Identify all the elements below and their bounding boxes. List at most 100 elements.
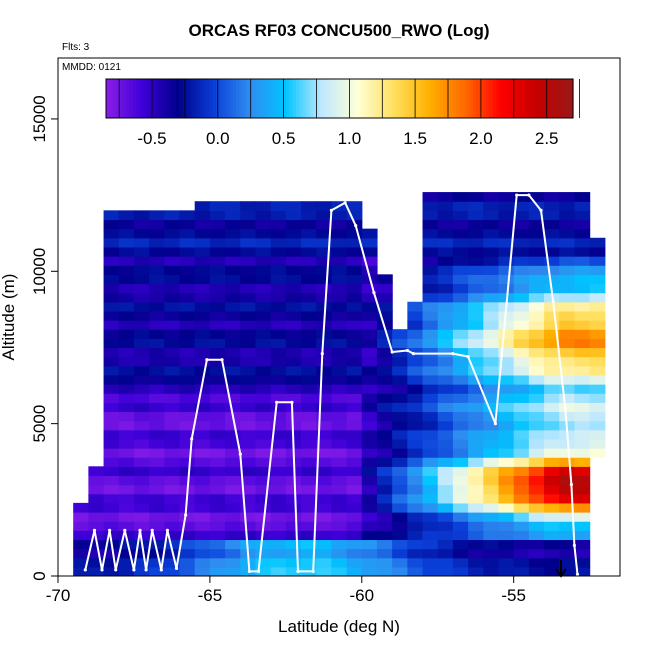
heatmap-cell: [513, 484, 530, 495]
heatmap-cell: [331, 228, 348, 239]
heatmap-cell: [589, 301, 606, 312]
heatmap-cell: [452, 448, 469, 458]
heatmap-cell: [118, 274, 135, 285]
heatmap-cell: [422, 420, 439, 431]
heatmap-cell: [498, 539, 515, 550]
heatmap-cell: [544, 219, 560, 230]
heatmap-cell: [392, 502, 408, 513]
heatmap-cell: [483, 374, 500, 385]
heatmap-cell: [88, 475, 105, 486]
heatmap-cell: [437, 420, 454, 431]
heatmap-cell: [513, 466, 530, 477]
heatmap-cell: [285, 502, 302, 513]
heatmap-cell: [544, 356, 560, 367]
heatmap-cell: [225, 438, 241, 449]
heatmap-cell: [194, 566, 211, 576]
heatmap-cell: [316, 237, 333, 248]
flight-track-point: [174, 566, 179, 571]
heatmap-cell: [346, 512, 363, 522]
heatmap-cell: [149, 301, 165, 312]
heatmap-cell: [164, 256, 181, 266]
heatmap-cell: [149, 256, 165, 266]
heatmap-cell: [544, 274, 560, 285]
heatmap-cell: [194, 338, 211, 349]
heatmap-cell: [483, 457, 500, 467]
heatmap-cell: [240, 228, 257, 239]
heatmap-cell: [316, 512, 333, 522]
heatmap-cell: [452, 283, 469, 294]
heatmap-cell: [179, 429, 196, 440]
colorbar-swatch: [369, 79, 374, 118]
heatmap-cell: [513, 320, 530, 330]
track-end-arrow-icon: [555, 560, 567, 578]
heatmap-cell: [468, 283, 484, 294]
heatmap-cell: [392, 539, 408, 550]
heatmap-cell: [528, 512, 545, 522]
heatmap-cell: [194, 429, 211, 440]
colorbar-swatch: [226, 79, 231, 118]
heatmap-cell: [422, 512, 439, 522]
heatmap-cell: [513, 310, 530, 321]
heatmap-cell: [376, 539, 393, 550]
heatmap-cell: [376, 374, 393, 385]
heatmap-cell: [407, 338, 424, 349]
heatmap-cell: [179, 557, 196, 568]
heatmap-cell: [574, 539, 591, 550]
heatmap-cell: [316, 548, 333, 559]
heatmap-cell: [194, 274, 211, 285]
heatmap-cell: [513, 338, 530, 349]
heatmap-cell: [468, 457, 484, 467]
heatmap-cell: [437, 219, 454, 230]
heatmap-cell: [179, 393, 196, 403]
heatmap-cell: [103, 402, 120, 413]
heatmap-cell: [437, 493, 454, 504]
heatmap-cell: [528, 265, 545, 275]
heatmap-cell: [452, 493, 469, 504]
heatmap-cell: [392, 402, 408, 413]
heatmap-cell: [73, 566, 89, 576]
heatmap-cell: [513, 393, 530, 403]
heatmap-cell: [331, 493, 348, 504]
heatmap-cell: [376, 512, 393, 522]
heatmap-cell: [346, 448, 363, 458]
heatmap-cell: [483, 539, 500, 550]
heatmap-cell: [483, 420, 500, 431]
heatmap-cell: [270, 493, 287, 504]
heatmap-cell: [225, 457, 241, 467]
heatmap-cell: [194, 228, 211, 239]
heatmap-cell: [483, 256, 500, 266]
heatmap-cell: [452, 402, 469, 413]
heatmap-cell: [498, 237, 515, 248]
colorbar-swatch: [379, 79, 384, 118]
heatmap-cell: [528, 530, 545, 541]
heatmap-cell: [133, 329, 150, 339]
heatmap-cell: [498, 448, 515, 458]
heatmap-cell: [179, 530, 196, 541]
heatmap-cell: [194, 329, 211, 339]
heatmap-cell: [498, 329, 515, 339]
heatmap-cell: [149, 448, 165, 458]
heatmap-cell: [118, 475, 135, 486]
heatmap-cell: [301, 201, 317, 211]
heatmap-cell: [285, 219, 302, 230]
colorbar: -0.5 0.0 0.5 1.0 1.5 2.0 2.5: [105, 78, 580, 148]
heatmap-cell: [270, 429, 287, 440]
heatmap-cell: [270, 530, 287, 541]
heatmap-cell: [316, 420, 333, 431]
heatmap-cell: [103, 347, 120, 358]
heatmap-cell: [376, 301, 393, 312]
heatmap-cell: [528, 365, 545, 376]
heatmap-cell: [559, 256, 576, 266]
heatmap-cell: [103, 292, 120, 303]
heatmap-cell: [301, 347, 317, 358]
heatmap-cell: [285, 484, 302, 495]
heatmap-cell: [194, 356, 211, 367]
heatmap-cell: [452, 347, 469, 358]
heatmap-cell: [301, 457, 317, 467]
flight-track-point: [114, 568, 118, 572]
heatmap-cell: [240, 338, 257, 349]
flight-track-point: [296, 569, 300, 574]
heatmap-cell: [513, 374, 530, 385]
heatmap-cell: [103, 411, 120, 422]
heatmap-cell: [73, 512, 89, 522]
